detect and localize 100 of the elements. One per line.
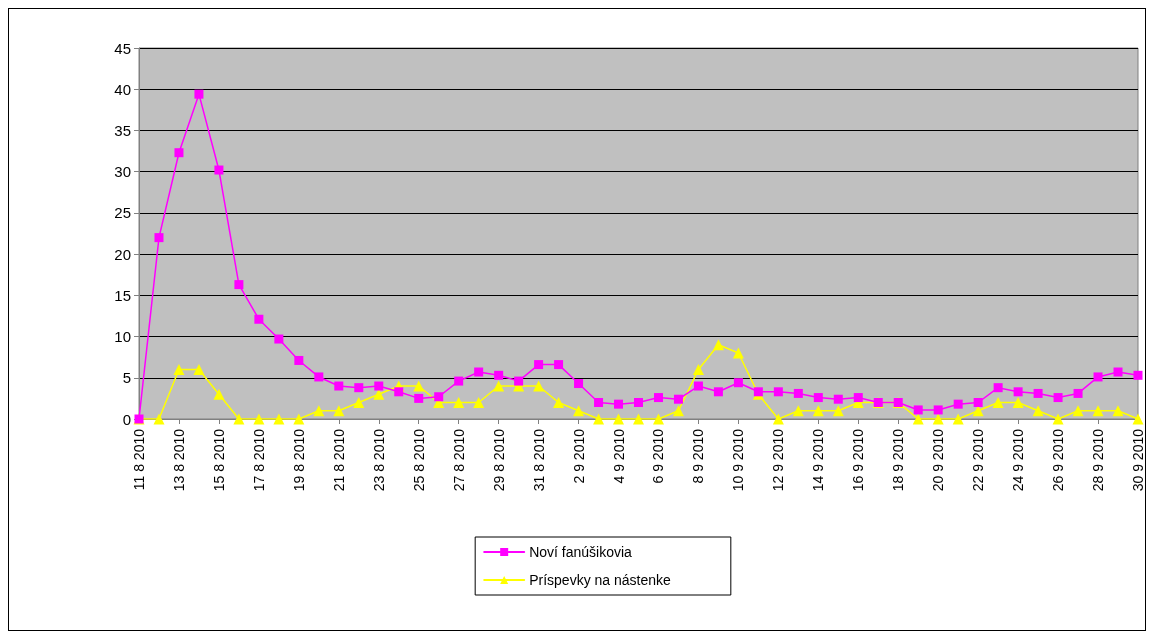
y-tick-label: 20 [114, 245, 131, 263]
point [652, 413, 664, 425]
x-tick-label: 12 9 2010 [770, 428, 787, 492]
point [314, 372, 324, 382]
point [434, 392, 444, 402]
point [313, 405, 325, 417]
point [933, 405, 943, 415]
legend-label: Príspevky na nástenke [529, 572, 672, 588]
point [514, 376, 524, 386]
point [474, 367, 484, 377]
point [234, 280, 244, 290]
x-tick-label: 20 9 2010 [930, 428, 947, 492]
x-tick-label: 23 8 2010 [370, 428, 387, 492]
x-tick-label: 15 8 2010 [210, 428, 227, 492]
point [792, 405, 804, 417]
point [833, 394, 843, 404]
point [1013, 387, 1023, 397]
point [214, 165, 224, 175]
point [233, 413, 245, 425]
point [1073, 388, 1083, 398]
point [293, 413, 305, 425]
point [254, 314, 264, 324]
point [633, 413, 644, 425]
point [813, 393, 823, 403]
point [953, 399, 963, 409]
point [973, 398, 983, 408]
x-tick-label: 21 8 2010 [330, 428, 347, 492]
point [713, 387, 723, 397]
point [853, 393, 863, 403]
x-tick-label: 22 9 2010 [970, 428, 987, 492]
point [1112, 405, 1124, 417]
point [273, 413, 285, 425]
point [1132, 413, 1144, 425]
point [1052, 413, 1064, 425]
point [673, 394, 683, 404]
point [692, 364, 704, 376]
x-tick-label: 14 9 2010 [810, 428, 827, 492]
point [653, 393, 663, 403]
x-tick-label: 30 9 2010 [1130, 428, 1146, 492]
y-tick-label: 45 [114, 39, 131, 57]
point [1012, 397, 1024, 409]
y-tick-label: 5 [122, 369, 131, 387]
point [533, 380, 545, 392]
point [1053, 393, 1063, 403]
point [454, 376, 464, 386]
x-tick-label: 29 8 2010 [490, 428, 507, 492]
y-tick-label: 15 [114, 286, 131, 304]
point [353, 397, 365, 409]
point [773, 387, 783, 397]
y-tick-label: 30 [114, 163, 131, 181]
point [932, 413, 944, 425]
point [672, 405, 684, 417]
x-tick-label: 24 9 2010 [1010, 428, 1027, 492]
point [413, 380, 425, 392]
point [553, 397, 565, 409]
point [274, 334, 284, 344]
point [494, 370, 504, 380]
legend-label: Noví fanúšikovia [529, 544, 633, 560]
x-tick-label: 25 8 2010 [410, 428, 427, 492]
point [334, 381, 344, 391]
y-tick-label: 0 [122, 410, 131, 428]
point [394, 387, 404, 397]
point [613, 413, 625, 425]
point [712, 339, 724, 351]
x-tick-label: 13 8 2010 [170, 428, 187, 492]
point [793, 388, 803, 398]
point [1133, 370, 1143, 380]
point [772, 413, 784, 425]
point [153, 413, 165, 425]
point [693, 381, 703, 391]
point [253, 413, 265, 425]
point [1033, 388, 1043, 398]
y-tick-label: 25 [114, 204, 131, 222]
y-tick-label: 10 [114, 328, 131, 346]
point [594, 398, 604, 408]
x-tick-label: 6 9 2010 [650, 428, 667, 484]
point [634, 398, 643, 408]
point [1113, 367, 1123, 377]
point [534, 360, 544, 370]
point [473, 397, 485, 409]
point [1093, 372, 1103, 382]
point [213, 388, 225, 400]
x-tick-label: 2 9 2010 [570, 428, 587, 484]
point [354, 383, 364, 393]
x-tick-label: 26 9 2010 [1050, 428, 1067, 492]
x-tick-label: 8 9 2010 [690, 428, 707, 484]
point [333, 405, 345, 417]
point [193, 364, 205, 376]
x-tick-label: 11 8 2010 [131, 428, 147, 491]
point [992, 397, 1004, 409]
y-tick-label: 35 [114, 121, 131, 139]
point [154, 233, 164, 243]
x-tick-label: 10 9 2010 [730, 428, 747, 492]
x-tick-label: 17 8 2010 [250, 428, 267, 492]
point [173, 364, 185, 376]
point [1092, 405, 1104, 417]
point [573, 405, 585, 417]
point [493, 380, 505, 392]
point [194, 89, 204, 99]
x-tick-label: 19 8 2010 [290, 428, 307, 492]
